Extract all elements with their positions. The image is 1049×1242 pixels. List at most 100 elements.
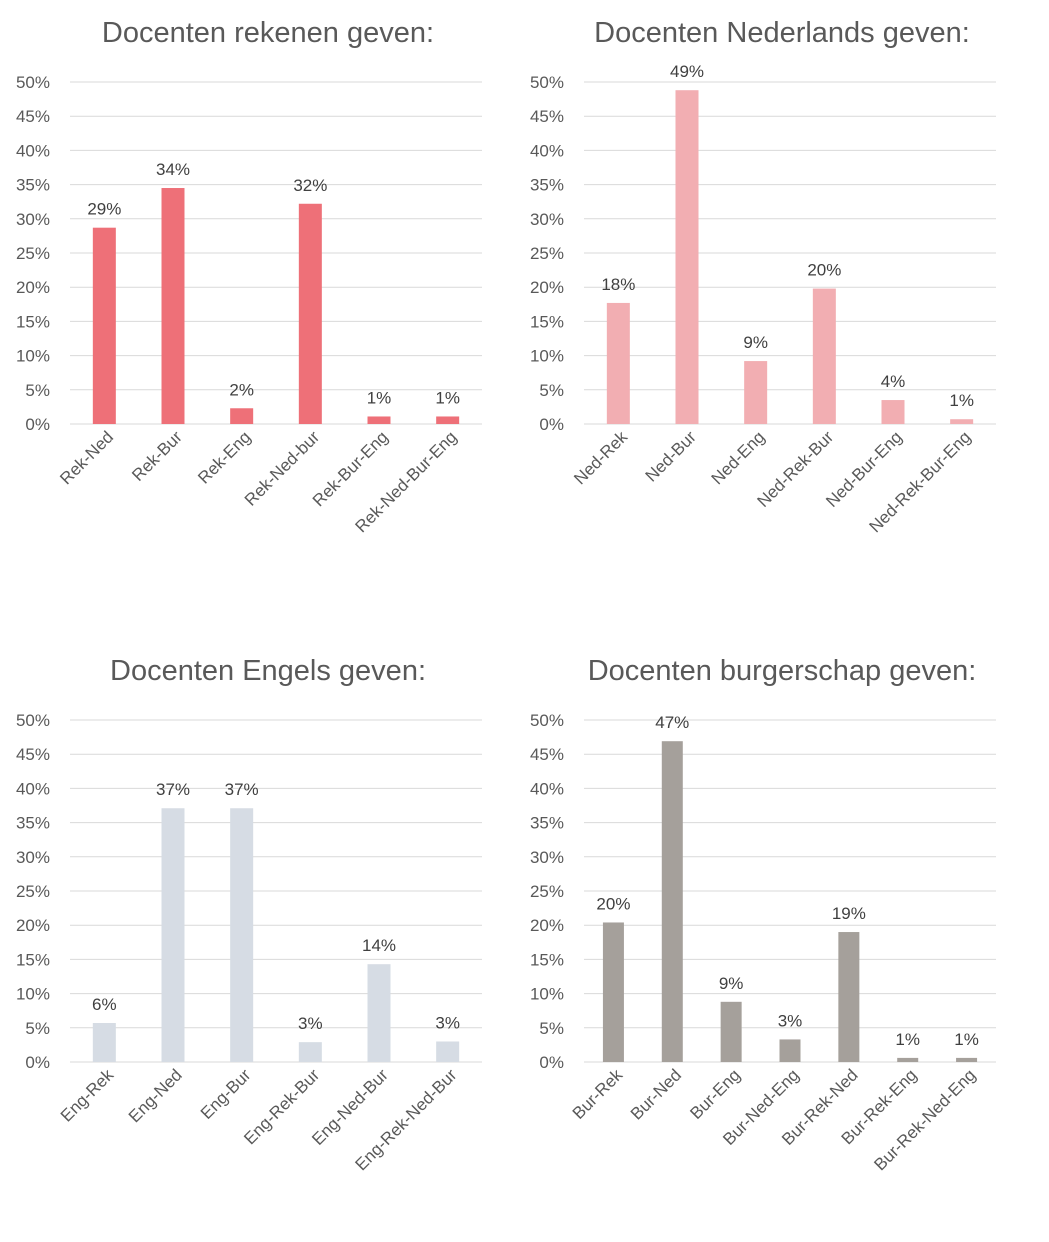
data-label: 18% bbox=[601, 275, 635, 294]
y-tick-label: 30% bbox=[530, 848, 564, 867]
chart-panel-burgerschap: Docenten burgerschap geven: 0% 5% 10% 15% 20%… bbox=[514, 638, 1038, 1242]
y-tick-label: 40% bbox=[530, 141, 564, 160]
data-label: 14% bbox=[362, 936, 396, 955]
data-label: 49% bbox=[670, 62, 704, 81]
chart-title: Docenten Engels geven: bbox=[110, 655, 426, 687]
y-tick-label: 30% bbox=[530, 210, 564, 229]
data-label: 4% bbox=[881, 372, 906, 391]
bar bbox=[161, 808, 185, 1062]
y-tick-label: 20% bbox=[16, 916, 50, 935]
y-tick-label: 10% bbox=[16, 347, 50, 366]
bar bbox=[838, 932, 860, 1062]
category-label: Ned-Rek bbox=[570, 427, 631, 488]
y-tick-label: 5% bbox=[539, 1019, 564, 1038]
bar bbox=[720, 1001, 742, 1062]
bar bbox=[367, 416, 391, 424]
bar bbox=[661, 741, 683, 1062]
data-label: 1% bbox=[895, 1030, 920, 1049]
bar bbox=[367, 964, 391, 1062]
y-tick-label: 25% bbox=[16, 882, 50, 901]
bar bbox=[675, 90, 699, 424]
y-tick-label: 45% bbox=[530, 745, 564, 764]
y-tick-label: 25% bbox=[16, 244, 50, 263]
data-label: 1% bbox=[954, 1030, 979, 1049]
y-tick-label: 20% bbox=[530, 916, 564, 935]
bar bbox=[744, 361, 768, 424]
y-tick-label: 15% bbox=[530, 950, 564, 969]
chart-title: Docenten burgerschap geven: bbox=[588, 655, 977, 687]
data-label: 37% bbox=[225, 780, 259, 799]
y-tick-label: 0% bbox=[25, 1053, 50, 1072]
y-tick-label: 5% bbox=[25, 381, 50, 400]
bar bbox=[779, 1039, 801, 1062]
bar bbox=[92, 227, 116, 424]
category-label: Ned-Bur bbox=[642, 427, 700, 485]
bar bbox=[606, 302, 630, 424]
chart-panel-engels: Docenten Engels geven: 0% 5% 10% 15% 20% 25% 30… bbox=[0, 638, 524, 1242]
y-tick-label: 20% bbox=[530, 278, 564, 297]
y-tick-label: 40% bbox=[16, 141, 50, 160]
data-label: 1% bbox=[367, 388, 392, 407]
data-label: 6% bbox=[92, 995, 117, 1014]
y-tick-label: 40% bbox=[530, 779, 564, 798]
category-label: Bur-Rek-Ned-Eng bbox=[870, 1065, 979, 1174]
data-label: 20% bbox=[807, 261, 841, 280]
y-tick-label: 50% bbox=[16, 711, 50, 730]
data-label: 1% bbox=[949, 391, 974, 410]
data-label: 2% bbox=[229, 380, 254, 399]
y-tick-label: 20% bbox=[16, 278, 50, 297]
data-label: 37% bbox=[156, 780, 190, 799]
category-label: Rek-Eng bbox=[194, 427, 254, 487]
bar bbox=[161, 188, 185, 424]
y-tick-label: 15% bbox=[16, 950, 50, 969]
data-label: 34% bbox=[156, 160, 190, 179]
bar bbox=[298, 203, 322, 424]
bar bbox=[956, 1057, 978, 1062]
bar bbox=[881, 400, 905, 424]
y-tick-label: 50% bbox=[530, 73, 564, 92]
y-tick-label: 0% bbox=[539, 415, 564, 434]
bar bbox=[897, 1057, 919, 1062]
category-label: Eng-Bur bbox=[197, 1065, 255, 1123]
y-tick-label: 35% bbox=[530, 176, 564, 195]
chart-engels: Docenten Engels geven: 0% 5% 10% 15% 20% 25% 30… bbox=[16, 655, 482, 1174]
data-label: 29% bbox=[87, 200, 121, 219]
y-tick-label: 35% bbox=[16, 814, 50, 833]
data-label: 9% bbox=[719, 974, 744, 993]
data-label: 19% bbox=[832, 904, 866, 923]
y-tick-label: 15% bbox=[16, 312, 50, 331]
data-label: 3% bbox=[435, 1013, 460, 1032]
chart-panel-rekenen: Docenten rekenen geven: 0% 5% 10% 15% 20% 25% 3… bbox=[0, 0, 524, 604]
chart-title: Docenten rekenen geven: bbox=[102, 17, 434, 49]
y-tick-label: 10% bbox=[16, 985, 50, 1004]
y-tick-label: 45% bbox=[16, 107, 50, 126]
category-label: Rek-Ned bbox=[56, 427, 117, 488]
y-tick-label: 40% bbox=[16, 779, 50, 798]
y-tick-label: 50% bbox=[16, 73, 50, 92]
bar bbox=[230, 408, 254, 424]
data-label: 32% bbox=[293, 176, 327, 195]
category-label: Ned-Eng bbox=[708, 427, 769, 488]
y-tick-label: 5% bbox=[539, 381, 564, 400]
bar bbox=[298, 1042, 322, 1062]
y-tick-label: 0% bbox=[25, 415, 50, 434]
y-tick-label: 30% bbox=[16, 848, 50, 867]
bar bbox=[230, 808, 254, 1062]
y-tick-label: 10% bbox=[530, 985, 564, 1004]
y-tick-label: 35% bbox=[16, 176, 50, 195]
chart-title: Docenten Nederlands geven: bbox=[594, 17, 970, 49]
chart-panel-nederlands: Docenten Nederlands geven: 0% 5% 10% 15% 20% 2… bbox=[514, 0, 1038, 604]
bar bbox=[812, 288, 836, 424]
data-label: 3% bbox=[298, 1014, 323, 1033]
data-label: 20% bbox=[596, 894, 630, 913]
bar bbox=[950, 419, 974, 424]
data-label: 9% bbox=[743, 333, 768, 352]
data-label: 47% bbox=[655, 713, 689, 732]
category-label: Bur-Eng bbox=[686, 1065, 744, 1123]
y-tick-label: 45% bbox=[16, 745, 50, 764]
y-tick-label: 50% bbox=[530, 711, 564, 730]
category-label: Rek-Bur bbox=[128, 427, 186, 485]
category-label: Bur-Rek bbox=[569, 1065, 627, 1123]
category-label: Eng-Rek bbox=[57, 1065, 118, 1126]
y-tick-label: 5% bbox=[25, 1019, 50, 1038]
